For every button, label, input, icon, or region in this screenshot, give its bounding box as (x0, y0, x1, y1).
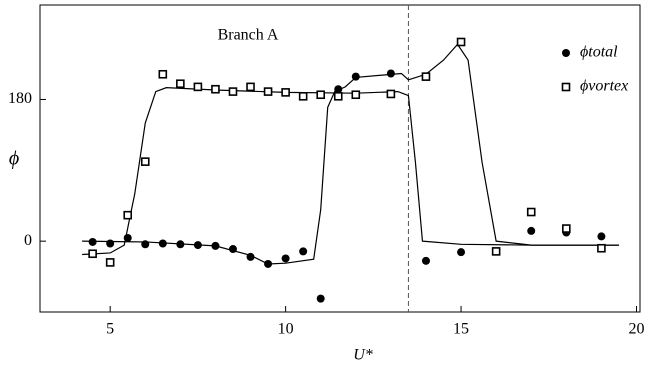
point (281, 88, 290, 97)
point (351, 72, 360, 81)
point (491, 247, 501, 256)
point (88, 237, 97, 246)
point (299, 247, 308, 256)
point (176, 240, 185, 249)
point (457, 248, 466, 257)
point (140, 157, 150, 166)
point (421, 72, 431, 81)
point (176, 79, 185, 89)
point (298, 92, 308, 101)
point (421, 256, 430, 265)
y-tick-label: 0 (24, 232, 32, 249)
x-tick-label: 5 (106, 321, 114, 338)
point (597, 243, 606, 253)
point (211, 84, 220, 94)
point (228, 245, 237, 254)
point (456, 37, 466, 47)
point (123, 210, 133, 220)
point (526, 207, 536, 217)
point (246, 252, 255, 261)
point (193, 82, 203, 92)
point (316, 294, 325, 303)
point (88, 249, 97, 259)
point (386, 69, 395, 78)
legend-label: ϕtotal (580, 44, 618, 61)
point (106, 239, 115, 248)
point (105, 258, 115, 267)
legend-label: ϕvortex (580, 78, 628, 95)
point (211, 241, 220, 250)
point (228, 87, 238, 96)
point (562, 224, 571, 233)
point (334, 85, 343, 94)
fit-curve (82, 87, 619, 256)
x-tick-label: 20 (628, 321, 644, 338)
point (246, 82, 255, 92)
x-tick-label: 15 (453, 321, 469, 338)
point (264, 259, 273, 268)
x-tick-label: 10 (278, 321, 294, 338)
point (123, 234, 132, 243)
y-axis-label: ϕ (9, 148, 19, 170)
point (141, 240, 150, 249)
fit-curve (82, 43, 619, 265)
point (281, 254, 290, 263)
point (386, 89, 396, 99)
point (333, 92, 343, 101)
point (193, 241, 202, 250)
point (351, 90, 361, 100)
point (316, 90, 326, 100)
point (158, 239, 167, 248)
point (527, 226, 536, 235)
legend-marker (562, 49, 570, 57)
plot-frame (39, 4, 641, 313)
legend-marker (561, 82, 571, 92)
point (263, 87, 273, 96)
annotation: Branch A (218, 27, 279, 44)
y-tick-label: 180 (8, 90, 32, 107)
x-axis-label: U* (353, 347, 373, 364)
point (597, 232, 606, 241)
point (158, 69, 168, 79)
